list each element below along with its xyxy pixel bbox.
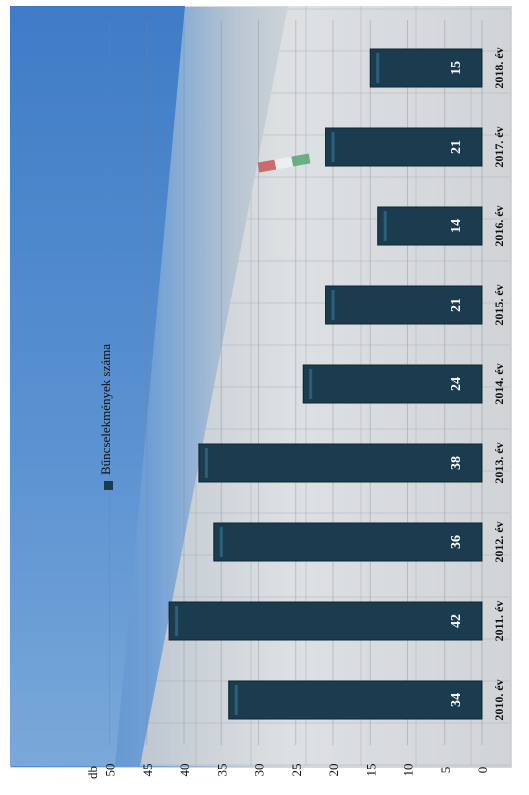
bar-highlight — [383, 211, 387, 241]
bar — [325, 127, 483, 167]
bar-highlight — [234, 685, 238, 715]
bar-highlight — [175, 606, 179, 636]
category-label: 2010. év — [492, 679, 506, 720]
category-label: 2013. év — [492, 442, 506, 483]
data-label: 24 — [449, 377, 464, 391]
tick-label: 25 — [289, 764, 304, 777]
value-axis-label: db — [85, 766, 100, 779]
bar — [302, 364, 483, 404]
data-label: 14 — [449, 219, 464, 233]
bar — [325, 285, 483, 325]
bar-highlight — [331, 290, 335, 320]
data-label: 38 — [449, 456, 464, 470]
legend-swatch — [104, 481, 113, 490]
bar — [369, 48, 483, 88]
bar — [198, 443, 483, 483]
bar-highlight — [331, 132, 335, 162]
bar — [213, 522, 483, 562]
bar-highlight — [309, 369, 313, 399]
tick-label: 5 — [438, 767, 453, 774]
category-label: 2017. év — [492, 126, 506, 167]
category-label: 2016. év — [492, 205, 506, 246]
tick-label: 15 — [363, 764, 378, 777]
data-label: 21 — [449, 298, 464, 312]
tick-label: 45 — [140, 764, 155, 777]
data-label: 34 — [449, 693, 464, 707]
tick-label: 10 — [401, 764, 416, 777]
bar — [168, 601, 483, 641]
tick-label: 0 — [475, 767, 490, 774]
legend: Bűncselekmények száma — [98, 344, 113, 490]
category-label: 2018. év — [492, 47, 506, 88]
value-axis-ticks: 0 5 10 15 20 25 30 35 40 45 50 — [103, 764, 491, 777]
category-axis-labels: 2010. év 2011. év 2012. év 2013. év 2014. év… — [492, 47, 506, 720]
category-label: 2015. év — [492, 284, 506, 325]
bar — [228, 680, 483, 720]
tick-label: 20 — [326, 764, 341, 777]
tick-label: 50 — [103, 764, 118, 777]
data-label: 42 — [449, 614, 464, 628]
category-label: 2011. év — [492, 601, 506, 642]
tick-label: 35 — [214, 764, 229, 777]
bar — [377, 206, 483, 246]
legend-label: Bűncselekmények száma — [98, 344, 113, 475]
data-label: 36 — [449, 535, 464, 549]
bar-highlight — [204, 448, 208, 478]
category-label: 2014. év — [492, 363, 506, 404]
tick-label: 40 — [177, 764, 192, 777]
bars-group: 34 42 36 38 24 21 14 21 15 — [168, 48, 483, 720]
bar-highlight — [219, 527, 223, 557]
data-label: 21 — [449, 140, 464, 154]
bar-highlight — [376, 53, 380, 83]
tick-label: 30 — [252, 764, 267, 777]
category-label: 2012. év — [492, 521, 506, 562]
data-label: 15 — [449, 61, 464, 75]
